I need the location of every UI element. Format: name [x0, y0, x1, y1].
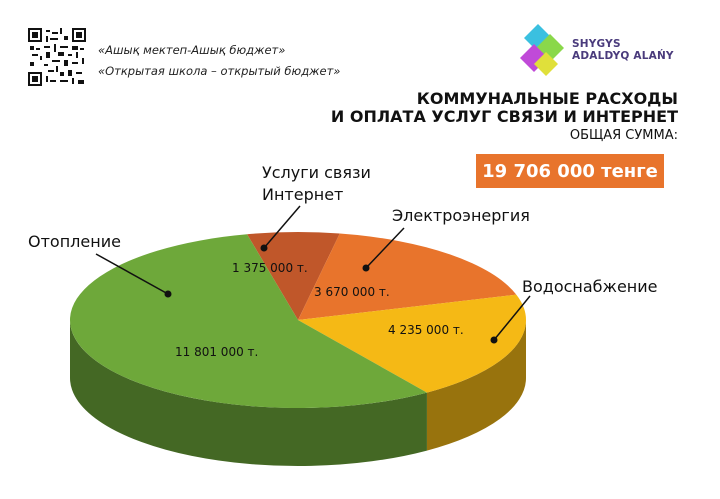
- logo-line2: ADALDYQ ALAŃY: [572, 50, 674, 62]
- value-label-1: 1 375 000 т.: [232, 261, 308, 275]
- leader-line-3: [493, 295, 531, 341]
- pie-side-3: [426, 320, 526, 451]
- campaign-title: «Ашық мектеп-Ашық бюджет» «Открытая школ…: [98, 40, 340, 82]
- total-amount: 19 706 000 тенге: [482, 160, 658, 182]
- leader-dot-0: [164, 290, 172, 298]
- headline: КОММУНАЛЬНЫЕ РАСХОДЫ И ОПЛАТА УСЛУГ СВЯЗ…: [331, 90, 678, 145]
- total-amount-badge: 19 706 000 тенге: [476, 154, 664, 188]
- shygys-logo: [520, 24, 564, 76]
- leader-line-0: [95, 253, 169, 295]
- pie-side-0: [70, 320, 427, 467]
- headline-line1: КОММУНАЛЬНЫЕ РАСХОДЫ: [416, 89, 678, 108]
- headline-line2: И ОПЛАТА УСЛУГ СВЯЗИ И ИНТЕРНЕТ: [330, 107, 678, 126]
- qr-code: [28, 28, 86, 86]
- leader-dot-2: [362, 264, 370, 272]
- value-label-0: 11 801 000 т.: [175, 345, 258, 359]
- leader-dot-1: [260, 244, 268, 252]
- pie-slice-2: [298, 233, 517, 320]
- logo-text: SHYGYS ADALDYQ ALAŃY: [572, 38, 674, 62]
- pie-slice-0: [69, 234, 427, 409]
- leader-line-2: [365, 227, 405, 269]
- pie-slice-1: [247, 232, 340, 320]
- leader-dot-3: [490, 336, 498, 344]
- headline-line3: ОБЩАЯ СУММА:: [569, 128, 678, 143]
- logo-line1: SHYGYS: [572, 38, 621, 50]
- campaign-line-kazakh: «Ашық мектеп-Ашық бюджет»: [98, 43, 286, 57]
- pie-slice-3: [298, 294, 526, 393]
- category-label-2: Электроэнергия: [392, 206, 530, 225]
- leader-line-1: [263, 205, 301, 249]
- category-label-1: Услуги связи: [262, 163, 371, 182]
- category-label-1: Интернет: [262, 185, 343, 204]
- category-label-3: Водоснабжение: [522, 277, 658, 296]
- campaign-line-russian: «Открытая школа – открытый бюджет»: [98, 64, 341, 78]
- value-label-2: 3 670 000 т.: [314, 285, 390, 299]
- category-label-0: Отопление: [28, 232, 121, 251]
- value-label-3: 4 235 000 т.: [388, 323, 464, 337]
